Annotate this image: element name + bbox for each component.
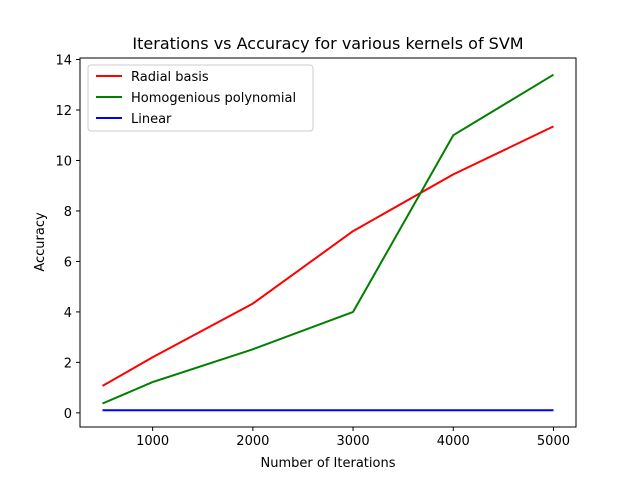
y-tick-label: 10 — [55, 154, 72, 169]
legend-label-linear: Linear — [131, 112, 172, 127]
series-line-homogenious-polynomial — [102, 73, 555, 405]
x-axis-ticks: 1000 2000 3000 4000 5000 — [136, 427, 570, 449]
y-axis-label: Accuracy — [33, 212, 48, 272]
y-tick-label: 0 — [64, 407, 72, 422]
x-tick-label: 4000 — [437, 434, 470, 449]
y-tick-label: 6 — [64, 255, 72, 270]
series-lines — [102, 73, 555, 412]
series-line-radial-basis — [102, 125, 554, 387]
legend-box — [87, 64, 314, 132]
x-tick-label: 2000 — [236, 434, 269, 449]
y-tick-label: 8 — [64, 205, 72, 220]
x-tick-label: 1000 — [136, 434, 169, 449]
x-axis-label: Number of Iterations — [261, 456, 396, 471]
legend-label-homogenious-polynomial: Homogenious polynomial — [131, 91, 296, 106]
chart-title: Iterations vs Accuracy for various kerne… — [132, 34, 523, 53]
y-tick-label: 2 — [64, 356, 72, 371]
y-tick-label: 12 — [55, 104, 72, 119]
y-axis-ticks: 0 2 4 6 8 10 12 14 — [55, 54, 80, 422]
y-tick-label: 14 — [55, 54, 72, 69]
y-tick-label: 4 — [64, 306, 72, 321]
legend: Radial basis Homogenious polynomial Line… — [87, 64, 314, 132]
x-tick-label: 3000 — [337, 434, 370, 449]
legend-label-radial-basis: Radial basis — [131, 70, 209, 85]
x-tick-label: 5000 — [537, 434, 570, 449]
plot-frame — [79, 57, 577, 428]
